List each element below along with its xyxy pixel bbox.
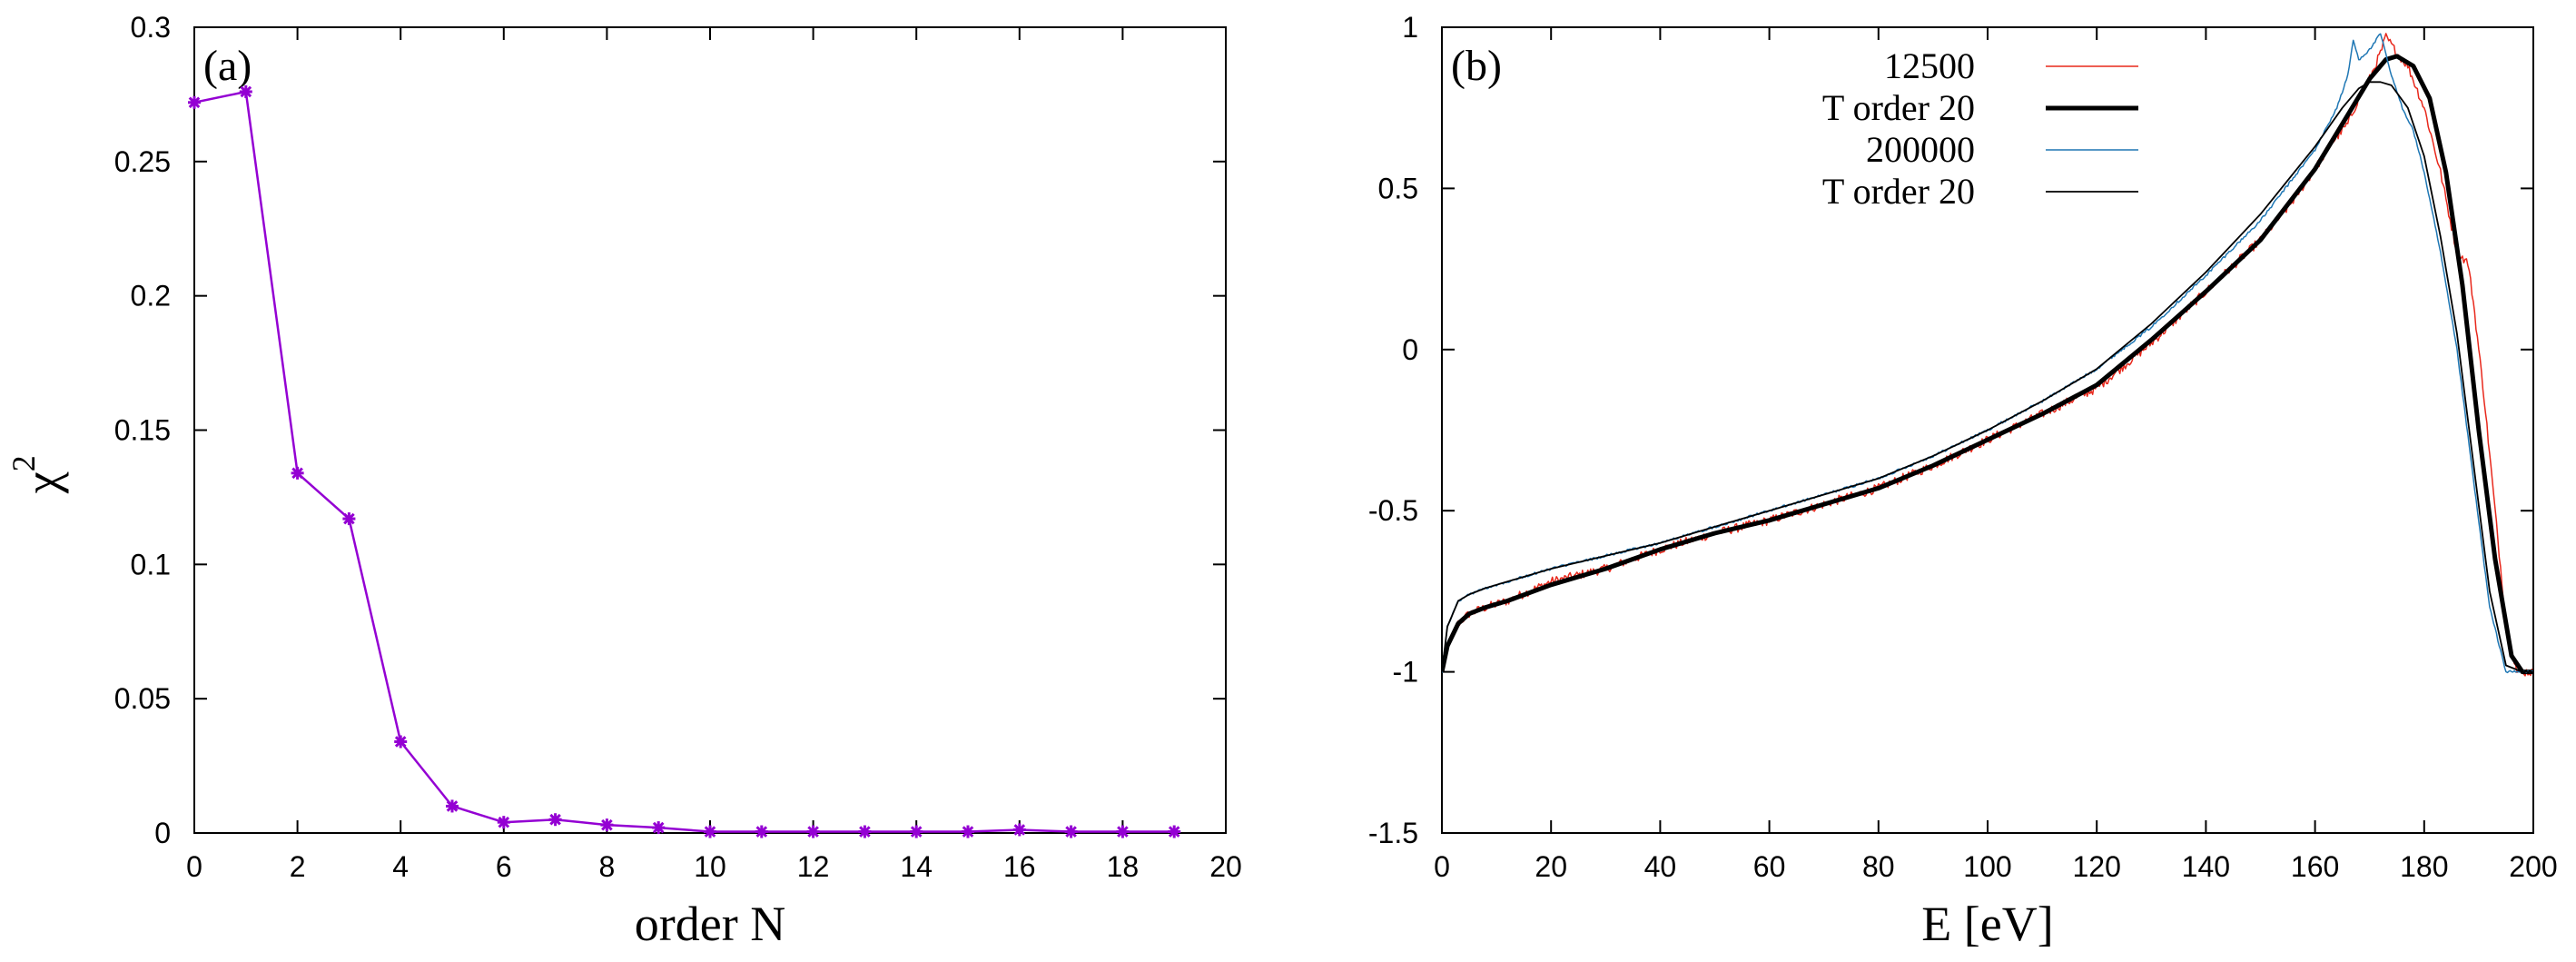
y-tick-label: 0 (154, 817, 171, 849)
y-tick-label: 0.25 (114, 145, 171, 178)
data-point (806, 825, 820, 838)
x-tick-label: 14 (900, 850, 933, 883)
x-tick-label: 80 (1862, 850, 1895, 883)
x-tick-label: 2 (290, 850, 306, 883)
data-point (962, 825, 974, 838)
y-axis-label-superscript: 2 (5, 455, 42, 471)
data-point (291, 466, 304, 480)
x-tick-label: 140 (2182, 850, 2230, 883)
x-tick-label: 4 (392, 850, 409, 883)
data-point (704, 825, 716, 838)
x-tick-label: 20 (1535, 850, 1567, 883)
y-axis-label-symbol: χ (15, 471, 69, 494)
y-tick-label: 0.15 (114, 414, 171, 447)
data-point (188, 95, 201, 109)
data-point (652, 821, 666, 835)
series-line (1442, 54, 2533, 675)
data-point (1012, 823, 1026, 837)
data-point (1168, 825, 1181, 838)
data-point (910, 825, 923, 838)
data-point (446, 799, 459, 813)
data-point (755, 825, 768, 838)
data-point (497, 816, 510, 829)
series-line (194, 90, 1175, 833)
y-tick-label: -1.5 (1368, 817, 1418, 849)
series-line (1442, 33, 2533, 674)
legend-label: T order 20 (1822, 87, 1975, 128)
data-point (858, 825, 872, 838)
panel-label: (a) (203, 42, 252, 90)
series-group (194, 90, 1175, 833)
chart-panel-b: 0 20 40 60 80 100 120 140 160 180 200 -1.5 -1 -0.5 0 0.… (1368, 11, 2558, 951)
y-tick-label: -1 (1393, 656, 1418, 689)
plot-frame (193, 26, 1227, 834)
y-tick-label: 0.1 (131, 548, 171, 580)
x-tick-label: 180 (2400, 850, 2448, 883)
x-tick-label: 0 (1434, 850, 1450, 883)
x-tick-label: 8 (599, 850, 616, 883)
legend-label: 200000 (1866, 129, 1975, 170)
x-tick-label: 200 (2509, 850, 2557, 883)
x-tick-label: 120 (2073, 850, 2121, 883)
series-line (1442, 33, 2533, 677)
x-axis-label: order N (635, 897, 785, 951)
data-point (548, 813, 562, 827)
x-tick-label: 18 (1107, 850, 1140, 883)
y-tick-label: 0.05 (114, 682, 171, 715)
x-tick-label: 12 (797, 850, 830, 883)
y-axis-label: χ2 (5, 455, 69, 494)
data-point (342, 512, 356, 526)
chart-panel-a: 0 2 4 6 8 10 12 14 16 18 20 0 0.05 0.1 0.15 0.2 0.25 0.3 o… (5, 11, 1242, 951)
x-tick-label: 0 (186, 850, 202, 883)
y-tick-label: -0.5 (1368, 494, 1418, 527)
y-tick-label: 0.3 (131, 11, 171, 44)
data-point (1064, 825, 1078, 838)
y-tick-label: 0.5 (1378, 172, 1418, 204)
data-point (239, 84, 252, 98)
legend-label: T order 20 (1822, 171, 1975, 212)
y-tick-label: 1 (1402, 11, 1418, 44)
x-tick-label: 6 (496, 850, 512, 883)
x-tick-label: 100 (1963, 850, 2011, 883)
x-tick-label: 160 (2291, 850, 2339, 883)
x-tick-label: 40 (1644, 850, 1677, 883)
series-line (1442, 81, 2533, 673)
data-point (394, 735, 408, 749)
y-tick-label: 0 (1402, 333, 1418, 366)
data-point (1116, 825, 1130, 838)
y-tick-label: 0.2 (131, 280, 171, 312)
series-group (1442, 33, 2533, 677)
x-tick-label: 60 (1753, 850, 1786, 883)
data-point (600, 818, 614, 832)
x-tick-label: 10 (694, 850, 726, 883)
legend-label: 12500 (1884, 45, 1975, 86)
x-tick-label: 16 (1003, 850, 1036, 883)
x-tick-label: 20 (1209, 850, 1242, 883)
x-axis-label: E [eV] (1921, 897, 2053, 951)
panel-label: (b) (1451, 42, 1502, 90)
